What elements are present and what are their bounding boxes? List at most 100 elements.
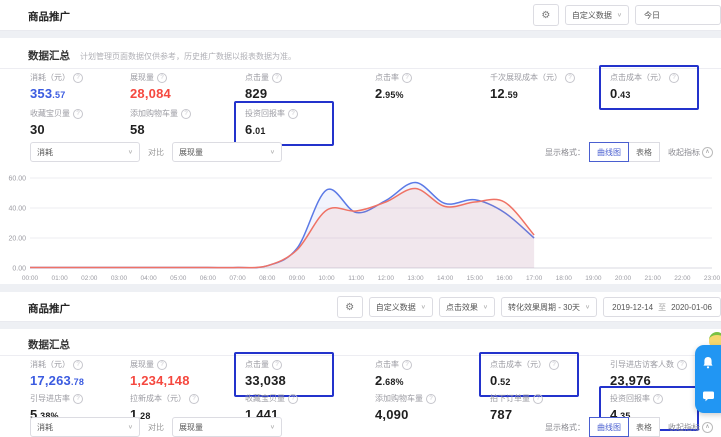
chart-controls: 消耗 ∨ 对比 展现量 ∨ 显示格式： 曲线图 表格 收起指标 ∧: [30, 142, 713, 162]
metric-cpc: 点击成本（元） 0.43: [599, 65, 711, 110]
metric1-select[interactable]: 消耗 ∨: [30, 142, 140, 162]
gear-icon: ⚙: [345, 301, 355, 313]
svg-text:00:00: 00:00: [22, 275, 39, 282]
effect-type-select[interactable]: 点击效果 ∨: [438, 297, 496, 317]
info-icon[interactable]: [565, 72, 575, 83]
settings-button[interactable]: ⚙: [532, 4, 559, 26]
metric-favorites: 收藏宝贝量 30: [30, 108, 130, 137]
chevron-down-icon: ∨: [616, 12, 622, 19]
display-format-label: 显示格式：: [545, 422, 585, 432]
svg-text:60.00: 60.00: [8, 176, 26, 183]
info-icon[interactable]: [669, 72, 679, 83]
custom-data-select[interactable]: 自定义数据 ∨: [368, 297, 433, 317]
metric-value: 4: [610, 407, 618, 422]
svg-text:18:00: 18:00: [556, 275, 573, 282]
metrics-row-1: 消耗（元） 17,263.78 展现量 1,234,148 点击量 33,038…: [30, 352, 711, 397]
metric-label: 收藏宝贝量: [245, 394, 285, 403]
metric-cart-adds: 添加购物车量 4,090: [375, 393, 490, 422]
metric-value: 1,234,148: [130, 373, 190, 388]
info-icon[interactable]: [272, 359, 282, 370]
metric-value: 829: [245, 86, 268, 101]
info-icon[interactable]: [653, 393, 663, 404]
metric1-select[interactable]: 消耗 ∨: [30, 417, 140, 437]
svg-text:10:00: 10:00: [318, 275, 335, 282]
svg-text:12:00: 12:00: [378, 275, 395, 282]
compare-label: 对比: [148, 147, 164, 157]
metric-ctr: 点击率 2.95%: [375, 72, 490, 101]
metric-value: 2: [375, 373, 383, 388]
metrics-row-1: 消耗（元） 353.57 展现量 28,084 点击量 829 点击率 2.95…: [30, 65, 711, 110]
metric-value: 2: [375, 86, 383, 101]
format-table-button[interactable]: 表格: [628, 417, 660, 437]
svg-text:01:00: 01:00: [52, 275, 69, 282]
metric-ctr: 点击率 2.68%: [375, 359, 490, 388]
metric-label: 点击率: [375, 360, 399, 369]
info-icon[interactable]: [73, 108, 83, 119]
metric-value: 0: [610, 86, 618, 101]
floating-assistant-widget: [695, 345, 721, 413]
chat-icon[interactable]: [702, 390, 715, 402]
settings-button[interactable]: ⚙: [336, 296, 363, 318]
chevron-down-icon: ∨: [269, 424, 275, 431]
info-icon[interactable]: [402, 72, 412, 83]
date-range-end: 2020-01-06: [671, 302, 712, 312]
date-range-picker[interactable]: 2019-12-14 至 2020-01-06: [603, 297, 721, 317]
svg-text:23:00: 23:00: [704, 275, 721, 282]
metric-label: 引导进店率: [30, 394, 70, 403]
metric-value: 30: [30, 122, 45, 137]
svg-text:0.00: 0.00: [12, 266, 26, 273]
info-icon[interactable]: [533, 393, 543, 404]
bell-icon[interactable]: [702, 356, 714, 369]
info-icon[interactable]: [549, 359, 559, 370]
info-icon[interactable]: [73, 393, 83, 404]
svg-text:40.00: 40.00: [8, 206, 26, 213]
metric-value: 6: [245, 122, 253, 137]
section-subtitle: 计划管理页面数据仅供参考，历史推广数据以报表数据为准。: [80, 52, 296, 61]
panel1-header-controls: ⚙ 自定义数据 ∨ 今日: [532, 4, 721, 26]
info-icon[interactable]: [677, 359, 687, 370]
metric-impressions: 展现量 28,084: [130, 72, 245, 101]
format-table-button[interactable]: 表格: [628, 142, 660, 162]
metric-label: 拍下订单量: [490, 394, 530, 403]
info-icon[interactable]: [426, 393, 436, 404]
divider: [0, 355, 721, 356]
custom-data-select[interactable]: 自定义数据 ∨: [564, 5, 629, 25]
metric-label: 点击量: [245, 360, 269, 369]
format-line-chart-button[interactable]: 曲线图: [589, 142, 629, 162]
info-icon[interactable]: [73, 72, 83, 83]
svg-text:11:00: 11:00: [348, 275, 364, 282]
metric-value: 17,263: [30, 373, 71, 388]
metric-label: 拉新成本（元）: [130, 394, 186, 403]
line-chart-svg: 60.00 40.00 20.00 0.00 00:00 01:00 02:00 03:00 0…: [8, 176, 721, 283]
metric-label: 投资回报率: [610, 394, 650, 403]
info-icon[interactable]: [288, 393, 298, 404]
collapse-metrics-link[interactable]: 收起指标 ∧: [668, 146, 713, 158]
svg-text:03:00: 03:00: [111, 275, 128, 282]
metric-value: 23,976: [610, 373, 651, 388]
conversion-cycle-select[interactable]: 转化效果周期 - 30天 ∨: [501, 297, 598, 317]
info-icon[interactable]: [157, 72, 167, 83]
section-title: 数据汇总: [28, 50, 70, 62]
info-icon[interactable]: [181, 108, 191, 119]
metric-value: 1: [130, 407, 138, 422]
comparison-line-chart[interactable]: 60.00 40.00 20.00 0.00 00:00 01:00 02:00 03:00 0…: [0, 170, 721, 284]
collapse-metrics-link[interactable]: 收起指标 ∧: [668, 421, 713, 433]
chevron-down-icon: ∨: [420, 304, 426, 311]
svg-text:08:00: 08:00: [259, 275, 276, 282]
info-icon[interactable]: [157, 359, 167, 370]
metric2-select[interactable]: 展现量 ∨: [172, 417, 282, 437]
mascot-icon[interactable]: [709, 332, 721, 348]
metric2-select[interactable]: 展现量 ∨: [172, 142, 282, 162]
metric-value: 12: [490, 86, 505, 101]
metric-cpc: 点击成本（元） 0.52: [479, 352, 610, 397]
date-picker[interactable]: 今日: [635, 5, 721, 25]
metric-value: 0: [490, 373, 498, 388]
info-icon[interactable]: [73, 359, 83, 370]
info-icon[interactable]: [189, 393, 199, 404]
info-icon[interactable]: [272, 72, 282, 83]
format-line-chart-button[interactable]: 曲线图: [589, 417, 629, 437]
info-icon[interactable]: [402, 359, 412, 370]
info-icon[interactable]: [288, 108, 298, 119]
metric-value: 353: [30, 86, 53, 101]
metric2-select-value: 展现量: [179, 147, 203, 157]
